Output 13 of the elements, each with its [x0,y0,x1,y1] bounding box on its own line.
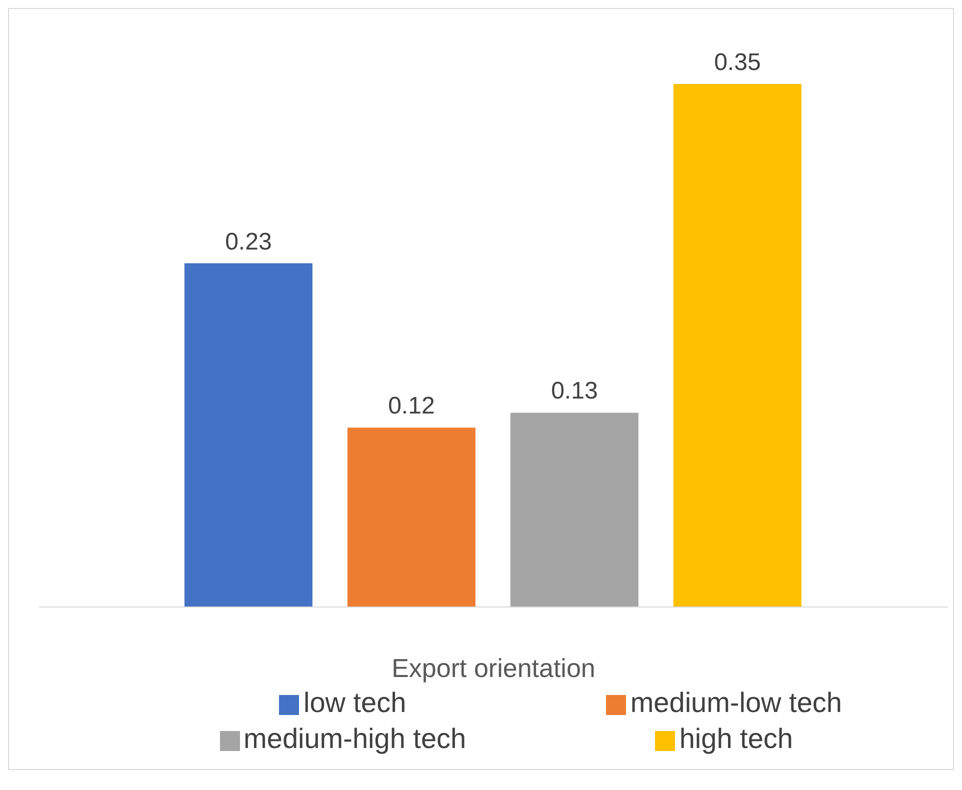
bar [673,84,802,607]
bar [347,428,476,607]
bar [184,263,312,607]
data-label: 0.35 [714,48,761,76]
legend-label: medium-high tech [244,723,466,754]
data-label: 0.12 [388,392,435,420]
data-label: 0.13 [551,378,598,405]
legend-label: low tech [303,687,406,718]
data-label: 0.23 [225,228,272,256]
legend-label: medium-low tech [630,687,842,718]
bar [510,412,638,607]
legend-label: high tech [679,723,793,754]
x-axis-title: Export orientation [392,653,596,683]
